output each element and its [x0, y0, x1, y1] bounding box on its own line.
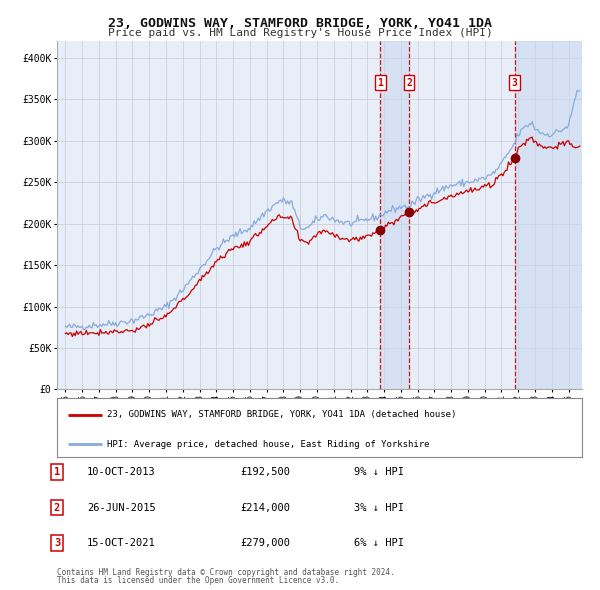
Text: £279,000: £279,000 [240, 538, 290, 548]
Text: This data is licensed under the Open Government Licence v3.0.: This data is licensed under the Open Gov… [57, 576, 339, 585]
Text: 2: 2 [406, 78, 412, 88]
Bar [515, 41, 582, 389]
Text: £214,000: £214,000 [240, 503, 290, 513]
Text: 23, GODWINS WAY, STAMFORD BRIDGE, YORK, YO41 1DA: 23, GODWINS WAY, STAMFORD BRIDGE, YORK, … [108, 17, 492, 30]
Text: 1: 1 [54, 467, 60, 477]
Text: 3: 3 [512, 78, 518, 88]
Text: 1: 1 [377, 78, 383, 88]
Text: 2: 2 [54, 503, 60, 513]
Bar [380, 41, 409, 389]
Text: 15-OCT-2021: 15-OCT-2021 [87, 538, 156, 548]
Text: £192,500: £192,500 [240, 467, 290, 477]
Text: 10-OCT-2013: 10-OCT-2013 [87, 467, 156, 477]
Text: 9% ↓ HPI: 9% ↓ HPI [354, 467, 404, 477]
Text: 3% ↓ HPI: 3% ↓ HPI [354, 503, 404, 513]
Text: Contains HM Land Registry data © Crown copyright and database right 2024.: Contains HM Land Registry data © Crown c… [57, 568, 395, 577]
Text: Price paid vs. HM Land Registry's House Price Index (HPI): Price paid vs. HM Land Registry's House … [107, 28, 493, 38]
Text: 26-JUN-2015: 26-JUN-2015 [87, 503, 156, 513]
Text: 3: 3 [54, 538, 60, 548]
Text: 6% ↓ HPI: 6% ↓ HPI [354, 538, 404, 548]
Text: HPI: Average price, detached house, East Riding of Yorkshire: HPI: Average price, detached house, East… [107, 440, 430, 449]
Text: 23, GODWINS WAY, STAMFORD BRIDGE, YORK, YO41 1DA (detached house): 23, GODWINS WAY, STAMFORD BRIDGE, YORK, … [107, 410, 456, 419]
